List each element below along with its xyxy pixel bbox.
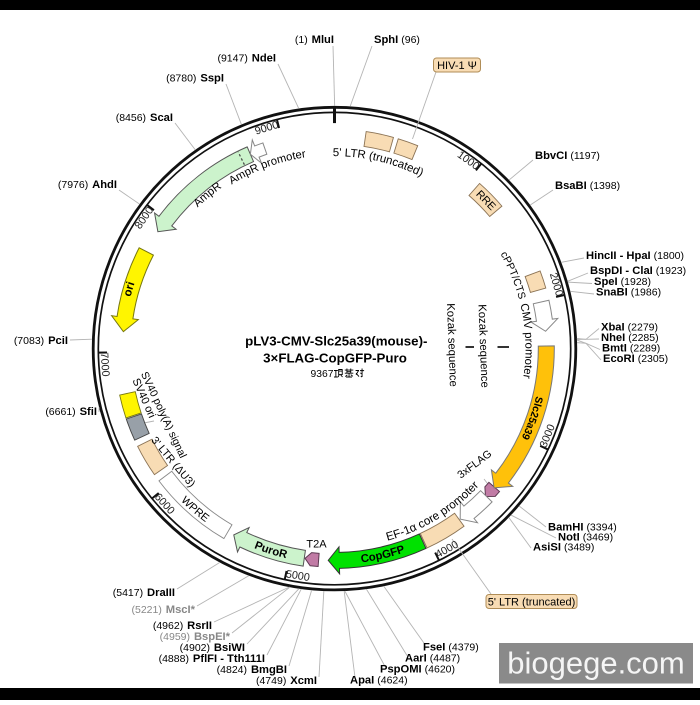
svg-text:T2A: T2A [306, 539, 327, 551]
svg-text:HIV-1 Ψ: HIV-1 Ψ [437, 60, 477, 72]
svg-text:(8456) ScaI: (8456) ScaI [116, 112, 173, 124]
svg-text:SphI(96): SphI(96) [374, 34, 420, 46]
svg-text:(6661) SfiI: (6661) SfiI [45, 406, 97, 418]
svg-text:pLV3-CMV-Slc25a39(mouse)-: pLV3-CMV-Slc25a39(mouse)- [245, 334, 427, 349]
svg-text:5' LTR (truncated): 5' LTR (truncated) [488, 596, 575, 608]
svg-text:(7083) PciI: (7083) PciI [14, 335, 68, 347]
svg-text:ApaI(4624): ApaI(4624) [350, 675, 408, 687]
svg-text:(7976) AhdI: (7976) AhdI [58, 179, 117, 191]
svg-text:(5221) MscI*: (5221) MscI* [131, 604, 195, 616]
svg-text:(9147) NdeI: (9147) NdeI [217, 53, 276, 65]
svg-text:HincII - HpaI(1800): HincII - HpaI(1800) [586, 250, 684, 262]
svg-text:7000: 7000 [98, 352, 112, 377]
svg-text:(5417) DraIII: (5417) DraIII [113, 587, 175, 599]
svg-text:(4749) XcmI: (4749) XcmI [256, 675, 317, 687]
svg-text:AsiSI(3489): AsiSI(3489) [533, 542, 594, 554]
svg-text:3×FLAG-CopGFP-Puro: 3×FLAG-CopGFP-Puro [263, 351, 407, 366]
svg-text:(1) MluI: (1) MluI [295, 34, 334, 46]
svg-text:(8780) SspI: (8780) SspI [166, 73, 224, 85]
svg-text:9367: 9367 [311, 369, 334, 380]
svg-text:biogege.com: biogege.com [507, 646, 685, 681]
